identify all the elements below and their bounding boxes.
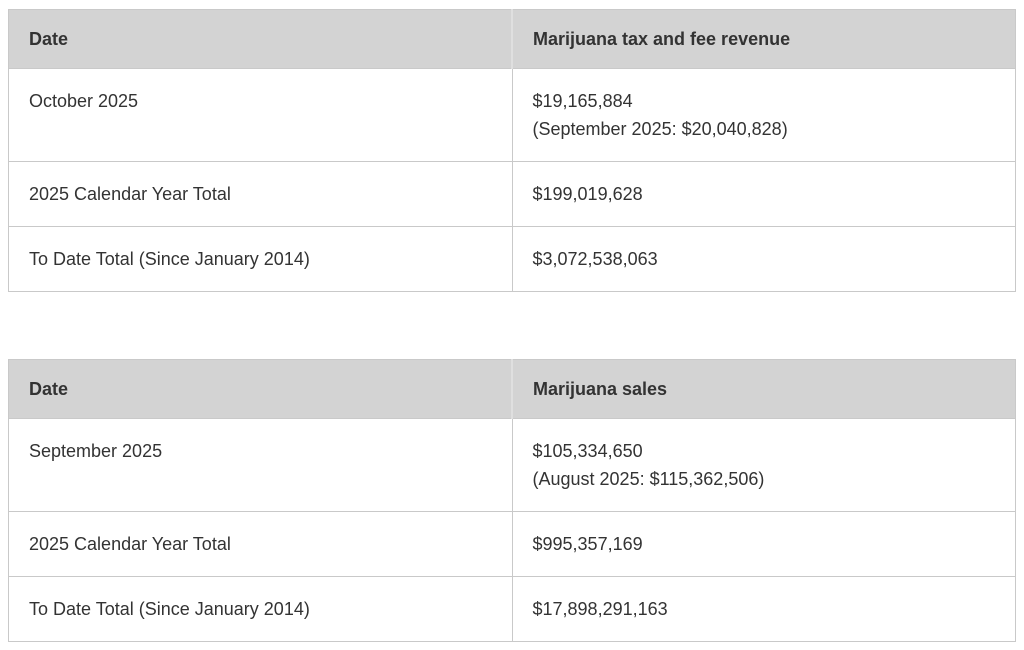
table-row: To Date Total (Since January 2014) $17,8…	[8, 576, 1016, 642]
row-value-cell: $199,019,628	[511, 161, 1016, 227]
amount-value: $17,898,291,163	[532, 599, 668, 619]
amount-value: $105,334,650	[532, 441, 643, 461]
row-value-cell: $19,165,884 (September 2025: $20,040,828…	[511, 68, 1016, 162]
amount-value: $19,165,884	[532, 91, 633, 111]
row-value-cell: $105,334,650 (August 2025: $115,362,506)	[511, 418, 1016, 512]
row-label: To Date Total (Since January 2014)	[8, 226, 512, 292]
row-label: 2025 Calendar Year Total	[8, 161, 512, 227]
row-label: 2025 Calendar Year Total	[8, 511, 512, 577]
prior-month-note: (August 2025: $115,362,506)	[532, 469, 765, 489]
sales-table: Date Marijuana sales September 2025 $105…	[8, 359, 1016, 642]
column-header-tax-revenue: Marijuana tax and fee revenue	[511, 9, 1016, 69]
tax-revenue-header-row: Date Marijuana tax and fee revenue	[8, 9, 1016, 69]
sales-header-row: Date Marijuana sales	[8, 359, 1016, 419]
table-row: To Date Total (Since January 2014) $3,07…	[8, 226, 1016, 292]
amount-value: $3,072,538,063	[532, 249, 658, 269]
amount-value: $199,019,628	[532, 184, 643, 204]
row-label: October 2025	[8, 68, 512, 162]
table-row: 2025 Calendar Year Total $995,357,169	[8, 511, 1016, 577]
row-value-cell: $3,072,538,063	[511, 226, 1016, 292]
row-value-cell: $995,357,169	[511, 511, 1016, 577]
column-header-sales: Marijuana sales	[511, 359, 1016, 419]
column-header-date: Date	[8, 9, 512, 69]
amount-value: $995,357,169	[532, 534, 643, 554]
table-row: September 2025 $105,334,650 (August 2025…	[8, 418, 1016, 512]
row-label: To Date Total (Since January 2014)	[8, 576, 512, 642]
row-label: September 2025	[8, 418, 512, 512]
tax-revenue-table: Date Marijuana tax and fee revenue Octob…	[8, 9, 1016, 292]
column-header-date: Date	[8, 359, 512, 419]
table-row: 2025 Calendar Year Total $199,019,628	[8, 161, 1016, 227]
row-value-cell: $17,898,291,163	[511, 576, 1016, 642]
prior-month-note: (September 2025: $20,040,828)	[532, 119, 788, 139]
table-row: October 2025 $19,165,884 (September 2025…	[8, 68, 1016, 162]
